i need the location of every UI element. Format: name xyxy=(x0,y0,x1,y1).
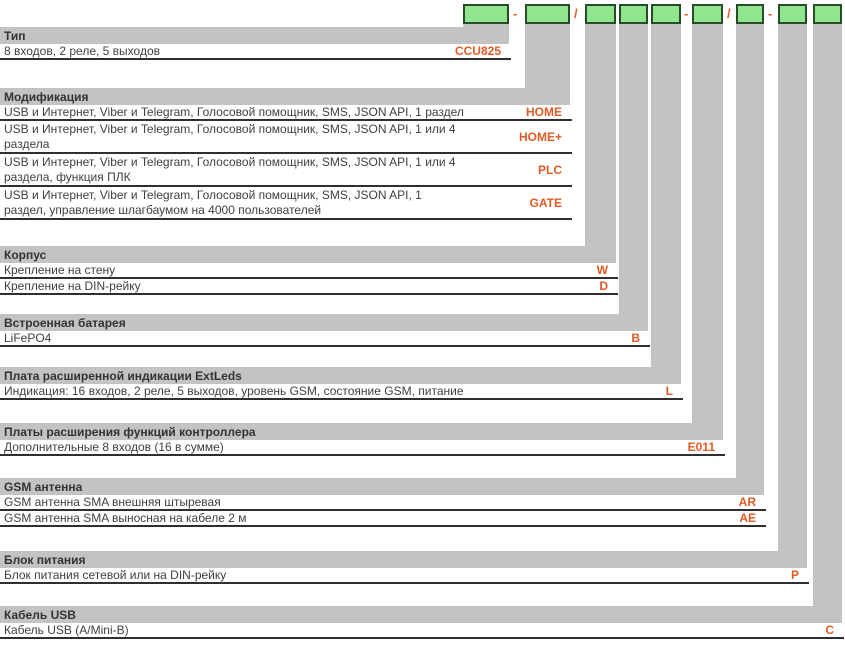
option-description: Дополнительные 8 входов (16 в сумме) xyxy=(4,439,224,454)
section-header-type: Тип xyxy=(0,27,509,44)
option-description: USB и Интернет, Viber и Telegram, Голосо… xyxy=(4,187,422,217)
section-title: Тип xyxy=(4,28,26,43)
section-title: Платы расширения функций контроллера xyxy=(4,424,256,439)
option-row: LiFePO4 B xyxy=(0,331,650,347)
option-description: Кабель USB (A/Mini-B) xyxy=(4,622,129,637)
option-row: USB и Интернет, Viber и Telegram, Голосо… xyxy=(0,121,572,154)
option-row: USB и Интернет, Viber и Telegram, Голосо… xyxy=(0,154,572,187)
option-description: Блок питания сетевой или на DIN-рейку xyxy=(4,567,227,582)
code-segment-box-case xyxy=(585,4,616,24)
section-title: Плата расширенной индикации ExtLeds xyxy=(4,368,242,383)
option-description: 8 входов, 2 реле, 5 выходов xyxy=(4,43,161,58)
option-row: Блок питания сетевой или на DIN-рейку P xyxy=(0,568,809,584)
section-title: Встроенная батарея xyxy=(4,315,126,330)
connector-column-usb-cable xyxy=(813,24,842,623)
code-segment-box-modification xyxy=(525,4,570,24)
code-separator-slash: / xyxy=(574,6,578,21)
code-segment-box-power xyxy=(778,4,807,24)
option-code: P xyxy=(790,568,799,582)
option-description: USB и Интернет, Viber и Telegram, Голосо… xyxy=(4,121,456,151)
connector-column-battery xyxy=(619,24,648,331)
option-row: Индикация: 16 входов, 2 реле, 5 выходов,… xyxy=(0,384,683,400)
option-row: USB и Интернет, Viber и Telegram, Голосо… xyxy=(0,187,572,220)
option-row: Крепление на DIN-рейку D xyxy=(0,279,618,295)
code-segment-box-expansion xyxy=(692,4,723,24)
option-description: Крепление на DIN-рейку xyxy=(4,278,141,293)
option-row: Дополнительные 8 входов (16 в сумме) E01… xyxy=(0,440,725,456)
option-code: HOME xyxy=(526,105,562,119)
option-description: Крепление на стену xyxy=(4,262,116,277)
option-description: Индикация: 16 входов, 2 реле, 5 выходов,… xyxy=(4,383,464,398)
option-code: GATE xyxy=(529,195,562,210)
option-row: GSM антенна SMA выносная на кабеле 2 м A… xyxy=(0,511,766,527)
section-title: GSM антенна xyxy=(4,479,83,494)
connector-column-extleds xyxy=(651,24,681,384)
code-separator-dash: - xyxy=(768,6,773,21)
option-code: C xyxy=(825,623,834,637)
option-code: CCU825 xyxy=(454,44,501,58)
code-segment-box-extleds xyxy=(651,4,681,24)
option-description: USB и Интернет, Viber и Telegram, Голосо… xyxy=(4,104,464,119)
option-description: GSM антенна SMA выносная на кабеле 2 м xyxy=(4,510,247,525)
option-code: L xyxy=(665,384,673,398)
option-code: D xyxy=(599,279,608,293)
connector-column-case xyxy=(585,24,616,263)
section-title: Модификация xyxy=(4,89,89,104)
option-row: USB и Интернет, Viber и Telegram, Голосо… xyxy=(0,105,572,121)
code-separator-slash: / xyxy=(727,6,731,21)
option-description: USB и Интернет, Viber и Telegram, Голосо… xyxy=(4,154,456,184)
section-title: Кабель USB xyxy=(4,607,76,622)
section-title: Блок питания xyxy=(4,552,86,567)
section-title: Корпус xyxy=(4,247,47,262)
code-separator-dash: - xyxy=(684,6,689,21)
option-code: B xyxy=(631,331,640,345)
code-segment-box-type xyxy=(463,4,509,24)
option-row: Кабель USB (A/Mini-B) C xyxy=(0,623,844,639)
option-code: AR xyxy=(738,495,756,509)
section-header-antenna: GSM антенна xyxy=(0,478,764,495)
option-code: W xyxy=(596,263,608,277)
option-description: GSM антенна SMA внешняя штыревая xyxy=(4,494,221,509)
section-header-expansion: Платы расширения функций контроллера xyxy=(0,423,723,440)
connector-column-power xyxy=(778,24,807,568)
option-row: Крепление на стену W xyxy=(0,263,618,279)
option-code: E011 xyxy=(687,440,715,454)
section-header-modification: Модификация xyxy=(0,88,570,105)
option-code: AE xyxy=(739,511,756,525)
option-code: PLC xyxy=(538,162,562,177)
section-header-case: Корпус xyxy=(0,246,616,263)
option-description: LiFePO4 xyxy=(4,330,52,345)
option-code: HOME+ xyxy=(518,129,562,144)
code-segment-box-usb-cable xyxy=(813,4,842,24)
connector-column-antenna xyxy=(736,24,764,495)
code-segment-box-battery xyxy=(619,4,648,24)
connector-column-expansion xyxy=(692,24,723,440)
code-separator-dash: - xyxy=(513,6,518,21)
option-row: 8 входов, 2 реле, 5 выходов CCU825 xyxy=(0,44,511,60)
section-header-extleds: Плата расширенной индикации ExtLeds xyxy=(0,367,681,384)
code-segment-box-antenna xyxy=(736,4,764,24)
section-header-battery: Встроенная батарея xyxy=(0,314,648,331)
section-header-usb-cable: Кабель USB xyxy=(0,606,842,623)
option-row: GSM антенна SMA внешняя штыревая AR xyxy=(0,495,766,511)
section-header-power: Блок питания xyxy=(0,551,807,568)
